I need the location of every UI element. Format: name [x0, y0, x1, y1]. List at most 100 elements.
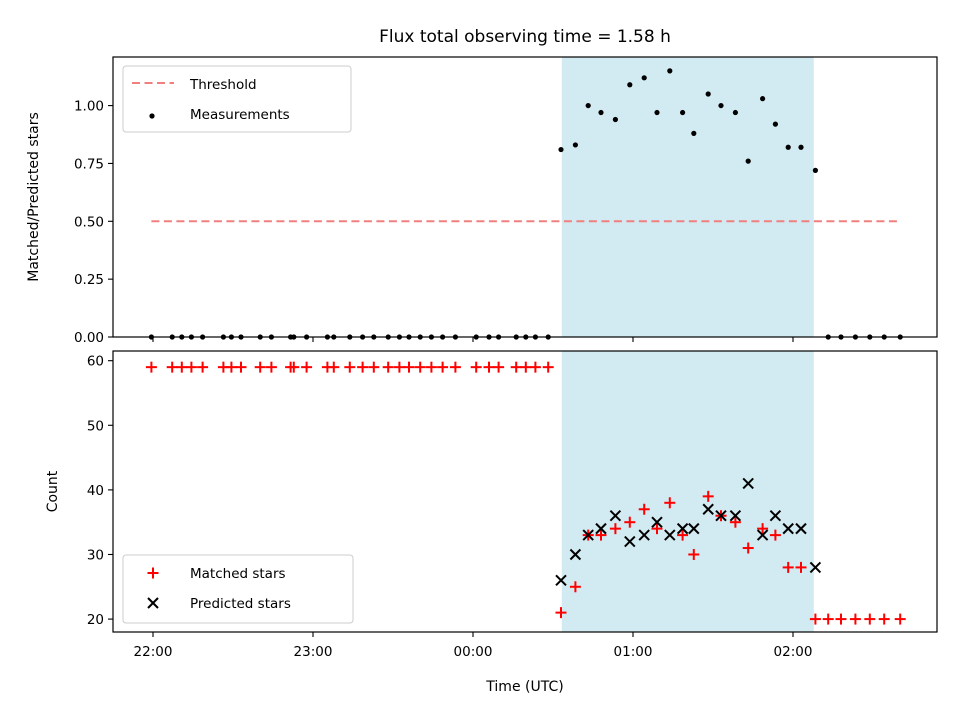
ratio-panel: 0.00 0.25 0.50 0.75 1.00 Matched/Predicted s… — [26, 56, 938, 346]
y-tick-label: 40 — [87, 483, 104, 499]
predicted-star-point — [609, 510, 622, 522]
matched-star-point — [483, 361, 495, 373]
measurement-point — [612, 116, 619, 123]
chart-title: Flux total observing time = 1.58 h — [379, 27, 671, 47]
observing-window-shade-top — [561, 57, 814, 337]
matched-star-point — [555, 607, 567, 619]
y-tick-label: 0.00 — [74, 330, 104, 346]
legend-predicted-marker — [147, 597, 159, 609]
legend-predicted-label: Predicted stars — [190, 596, 291, 612]
legend-matched-swatch — [147, 567, 159, 579]
matched-star-point — [510, 361, 522, 373]
y-tick-label: 0.75 — [74, 156, 104, 172]
matched-star-point — [288, 361, 300, 373]
measurement-point — [760, 96, 766, 102]
measurement-point — [691, 130, 697, 136]
predicted-star-points — [555, 477, 822, 587]
matched-star-point — [185, 361, 197, 373]
matched-star-point — [729, 516, 741, 528]
predicted-star-point — [664, 529, 676, 541]
predicted-star-point — [651, 516, 663, 528]
matched-star-point — [301, 361, 313, 373]
matched-star-point — [595, 529, 607, 541]
matched-star-point — [757, 523, 769, 535]
predicted-star-point — [782, 522, 794, 535]
measurement-point — [680, 109, 686, 116]
matched-star-point — [878, 613, 890, 625]
ratio-y-axis-label: Matched/Predicted stars — [26, 112, 42, 282]
predicted-star-point — [702, 503, 714, 515]
predicted-star-point — [569, 548, 582, 561]
matched-star-point — [403, 361, 415, 373]
measurement-point — [718, 102, 724, 109]
matched-star-point — [176, 361, 188, 373]
matched-star-point — [425, 361, 437, 373]
x-tick-label: 23:00 — [294, 644, 333, 660]
predicted-star-point — [795, 522, 807, 535]
ratio-legend: Threshold Measurements — [122, 65, 352, 133]
matched-star-point — [145, 361, 157, 373]
matched-star-point — [638, 503, 650, 515]
matched-star-point — [449, 361, 461, 373]
x-axis-label: Time (UTC) — [485, 679, 563, 695]
legend-predicted-swatch — [147, 597, 159, 609]
measurement-point — [598, 109, 604, 116]
predicted-star-point — [769, 510, 782, 522]
matched-star-point — [677, 529, 689, 541]
matched-star-point — [609, 523, 621, 535]
matched-star-point — [795, 561, 807, 573]
measurement-point — [745, 158, 751, 164]
matched-star-point — [864, 613, 876, 625]
matched-star-point — [769, 529, 781, 541]
count-legend: Matched stars Predicted stars — [122, 554, 354, 624]
count-legend-box — [122, 554, 354, 624]
predicted-star-point — [715, 510, 727, 522]
predicted-star-point — [688, 522, 700, 535]
observing-window-shade-bottom — [561, 351, 814, 632]
matched-star-point — [688, 548, 700, 560]
ratio-x-ticks — [152, 337, 794, 342]
measurement-point — [627, 82, 633, 88]
matched-star-points — [145, 361, 906, 625]
legend-measurement-label: Measurements — [190, 107, 290, 123]
matched-star-point — [493, 361, 505, 373]
predicted-star-point — [729, 510, 742, 522]
time-x-axis: 22:00 23:00 00:00 01:00 02:00 — [134, 632, 813, 660]
measurement-point — [812, 167, 819, 173]
measurement-point — [798, 144, 804, 150]
legend-matched-marker — [147, 567, 159, 579]
x-tick-label: 02:00 — [774, 644, 813, 660]
y-tick-label: 50 — [87, 418, 104, 434]
matched-star-point — [225, 361, 237, 373]
y-tick-label: 20 — [87, 612, 104, 628]
matched-star-point — [624, 516, 636, 528]
count-y-axis-label: Count — [45, 470, 61, 512]
matched-star-point — [782, 561, 794, 573]
matched-star-point — [822, 613, 834, 625]
measurement-point — [572, 142, 579, 148]
matched-star-point — [849, 613, 861, 625]
predicted-star-point — [756, 529, 769, 541]
matched-star-point — [894, 613, 906, 625]
matched-star-point — [542, 361, 554, 373]
matched-star-point — [393, 361, 405, 373]
matched-star-point — [569, 581, 581, 593]
y-tick-label: 0.50 — [74, 214, 104, 230]
y-tick-label: 60 — [87, 354, 104, 370]
predicted-star-point — [676, 522, 689, 535]
measurement-point — [654, 109, 660, 116]
matched-star-point — [344, 361, 356, 373]
predicted-star-point — [595, 522, 607, 535]
matched-star-point — [197, 361, 209, 373]
matched-star-point — [235, 361, 247, 373]
matched-star-point — [664, 497, 676, 509]
matched-star-point — [742, 542, 754, 554]
legend-measurement-swatch — [149, 113, 155, 119]
x-tick-label: 22:00 — [134, 644, 173, 660]
matched-star-point — [357, 361, 369, 373]
ratio-plot-frame — [112, 56, 938, 338]
predicted-star-point — [742, 477, 754, 490]
matched-star-point — [414, 361, 426, 373]
matched-star-point — [328, 361, 340, 373]
